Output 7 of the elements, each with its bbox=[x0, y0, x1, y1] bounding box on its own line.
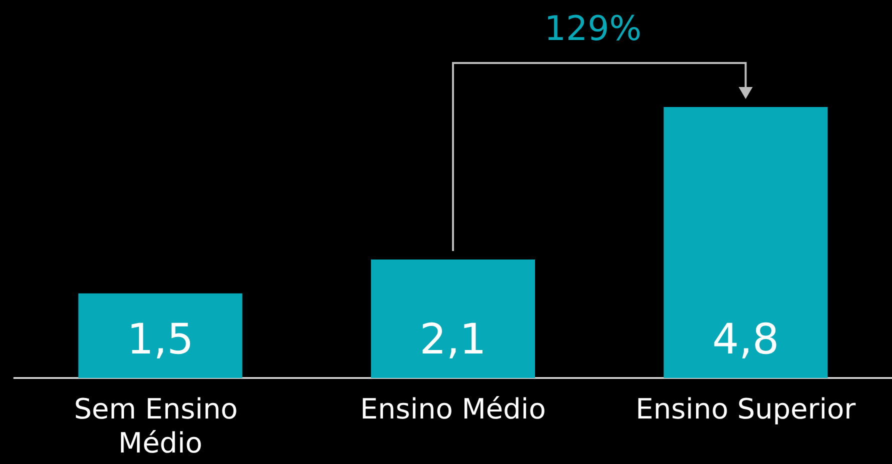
x-tick-label: Ensino Médio bbox=[360, 392, 546, 426]
text: 129% bbox=[544, 9, 642, 49]
data-label: 1,5 bbox=[126, 314, 194, 364]
data-label: 2,1 bbox=[420, 314, 486, 364]
x-tick-label: Ensino Superior bbox=[636, 392, 856, 426]
data-label: 4,8 bbox=[712, 314, 780, 364]
x-tick-label: Sem Ensino Médio bbox=[74, 392, 247, 460]
